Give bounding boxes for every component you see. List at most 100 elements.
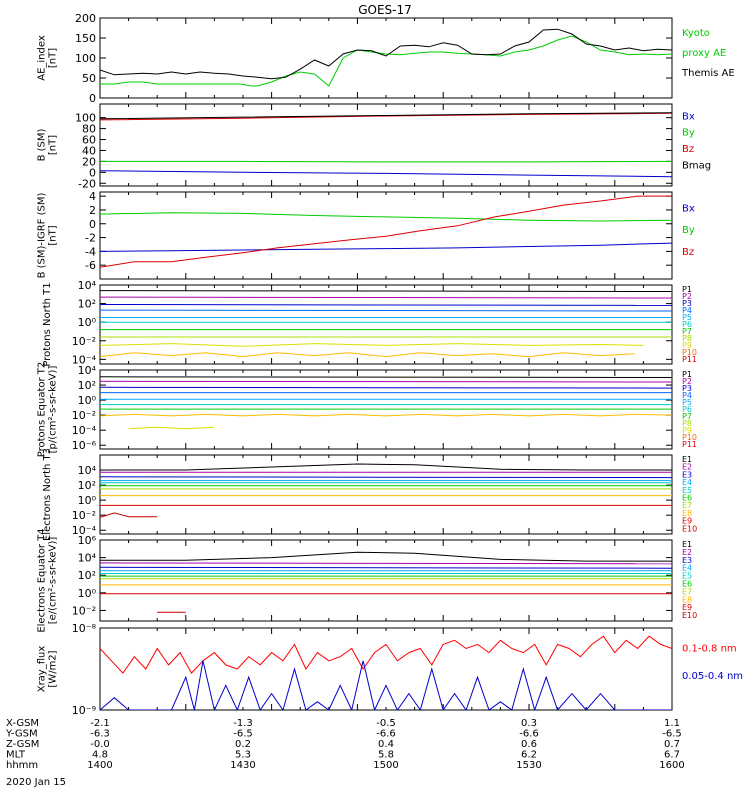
legend-label: P10 [682,433,697,442]
orbit-row-label: Z-GSM [6,739,39,750]
series-line-e1 [100,551,672,562]
orbit-value: 4.8 [92,750,108,761]
orbit-value: -0.0 [90,739,110,750]
legend-label: P11 [682,440,697,449]
legend-label: P5 [682,398,692,407]
orbit-row-label: hhmm [6,760,38,771]
series-line-p10 [100,352,635,358]
legend-label: E5 [682,572,692,581]
y-axis-label: [nT] [48,48,59,68]
legend-label: E9 [682,517,692,526]
legend-label: P5 [682,313,692,322]
orbit-value: 6.7 [664,750,680,761]
y-tick-label: 10⁻² [72,509,96,522]
orbit-value: -1.3 [233,718,253,729]
legend-label: P1 [682,370,692,379]
y-axis-label: [nT] [48,135,59,155]
series-line-e3 [100,476,672,479]
y-tick-label: 10⁻² [72,335,96,348]
orbit-value: 0.6 [521,739,537,750]
y-tick-label: -4 [85,245,96,258]
y-tick-label: 10² [78,569,96,582]
y-tick-label: 10⁻² [72,604,96,617]
legend-label: P6 [682,405,692,414]
legend-label: P7 [682,412,692,421]
series-line-p9 [100,343,644,347]
series-line-bx [100,170,672,178]
series-line-p3 [100,304,672,306]
y-axis-label: Protons Equator T2 [37,362,48,458]
y-tick-label: 0 [89,166,96,179]
y-tick-label: 10⁰ [78,316,97,329]
y-tick-label: -2 [85,232,96,245]
figure-title: GOES-17 [358,3,412,17]
y-axis-label: [W/m2] [48,650,59,687]
y-tick-label: 10⁴ [78,464,97,477]
orbit-value: 5.8 [378,750,394,761]
legend-label: Kyoto [682,28,710,39]
legend-label: E7 [682,587,692,596]
orbit-value: 1530 [516,760,541,771]
series-line-p2 [100,380,672,383]
y-tick-label: 0 [89,218,96,231]
legend-label: P11 [682,355,697,364]
orbit-value: 0.7 [664,739,680,750]
y-tick-label: 4 [89,190,96,203]
orbit-value: 1.1 [664,718,680,729]
orbit-row-label: Y-GSM [5,729,38,740]
series-line-bx [100,242,672,252]
orbit-value: 0.4 [378,739,394,750]
y-tick-label: 20 [82,155,96,168]
panel-1: 0 50 100 150 200 AE_index [nT] Kyoto proxy AE The… [37,12,735,105]
y-tick-label: 200 [75,12,96,25]
y-tick-label: 10⁻⁶ [72,439,97,452]
legend-label: E6 [682,580,692,589]
panel-frame [99,454,673,535]
y-tick-label: 10⁻² [72,409,96,422]
legend-label: P3 [682,384,692,393]
series-line-e3 [100,566,672,569]
legend-label: Bz [682,144,694,155]
y-tick-label: 60 [82,134,96,147]
panel-frame [99,627,673,711]
y-axis-label: B (SM) [37,128,48,161]
y-axis-label: Electrons Equator T4 [37,528,48,632]
legend-label: E10 [682,611,697,620]
series-line-bz [100,195,672,268]
y-tick-label: 10⁻⁴ [72,424,97,437]
y-tick-label: 100 [75,52,96,65]
legend-label: E4 [682,478,692,487]
legend-label: P8 [682,419,692,428]
legend-label: E5 [682,486,692,495]
legend-label: E8 [682,595,692,604]
y-tick-label: 40 [82,144,96,157]
panel-frame [99,539,673,622]
series-line-p3 [100,386,672,389]
legend-label: P9 [682,426,692,435]
legend-label: E7 [682,501,692,510]
y-tick-label: 10⁰ [78,587,97,600]
legend-label: 0.1-0.8 nm [682,644,737,655]
panel-frame [99,17,673,99]
orbit-value: 1400 [87,760,112,771]
orbit-value: 1500 [373,760,398,771]
y-axis-label: B (SM)-IGRF (SM) [37,193,48,279]
legend-label: Bz [682,247,694,258]
series-line-0-1-0-8-nm [100,635,672,674]
series-line-p2 [100,296,672,299]
series-line-themis-ae [100,28,672,80]
y-tick-label: 10⁻⁴ [72,524,97,537]
legend-label: Bmag [682,161,711,172]
legend-label: P6 [682,320,692,329]
y-tick-label: 10⁰ [78,394,97,407]
y-tick-label: 50 [82,72,96,85]
y-tick-label: 10⁴ [78,279,97,292]
legend-label: P8 [682,334,692,343]
legend-label: P4 [682,391,692,400]
y-tick-label: 10⁶ [78,534,97,547]
orbit-value: -6.3 [90,729,110,740]
orbit-value: -0.5 [376,718,396,729]
